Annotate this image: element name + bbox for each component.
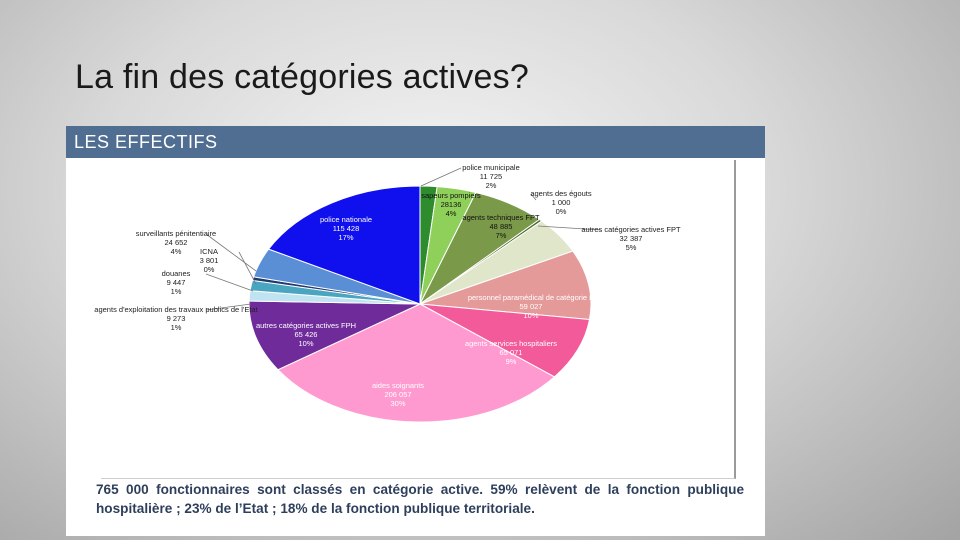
pie-slice-13 bbox=[267, 185, 421, 305]
slice-label-2: agents techniques FPT 48 885 7% bbox=[462, 213, 540, 240]
slice-label-3: agents des égouts 1 000 0% bbox=[530, 189, 592, 216]
pie-slice-8 bbox=[248, 300, 421, 371]
slice-label-10: douanes 9 447 1% bbox=[162, 269, 191, 296]
slice-label-1: sapeurs pompiers 28136 4% bbox=[421, 191, 481, 218]
chart-frame bbox=[101, 160, 736, 479]
pie-chart: police municipale 11 725 2%sapeurs pompier… bbox=[94, 163, 681, 423]
pie-slice-6 bbox=[419, 303, 591, 378]
slice-label-6: agents services hospitaliers 65 071 9% bbox=[465, 339, 557, 366]
slice-label-4: autres catégories actives FPT 32 387 5% bbox=[581, 225, 681, 252]
leader-line-9 bbox=[205, 303, 252, 311]
slice-label-8: autres catégories actives FPH 65 426 10% bbox=[256, 321, 356, 348]
leader-line-3 bbox=[530, 193, 537, 201]
pie-slice-7 bbox=[277, 303, 556, 423]
leader-line-11 bbox=[238, 251, 257, 285]
chart-panel: LES EFFECTIFS police municipale 11 725 2% s… bbox=[66, 126, 765, 536]
leader-line-12 bbox=[205, 233, 257, 272]
slice-label-11: ICNA 3 801 0% bbox=[200, 247, 219, 274]
leader-line-0 bbox=[420, 167, 462, 187]
slice-label-12: surveillants pénitentiaire 24 652 4% bbox=[136, 229, 216, 256]
slice-label-5: personnel paramédical de catégorie B 59 0… bbox=[468, 293, 594, 320]
slice-label-9: agents d'exploitation des travaux public… bbox=[94, 305, 258, 332]
chart-caption: 765 000 fonctionnaires sont classés en c… bbox=[96, 482, 744, 516]
leader-line-10 bbox=[205, 273, 254, 292]
slice-label-13: police nationale 115 428 17% bbox=[320, 215, 372, 242]
slice-label-7: aides soignants 206 057 30% bbox=[372, 381, 424, 408]
pie-slice-5 bbox=[419, 250, 592, 321]
panel-header-label: LES EFFECTIFS bbox=[74, 132, 218, 152]
slide-title: La fin des catégories actives? bbox=[75, 58, 529, 96]
leader-line-4 bbox=[537, 225, 602, 231]
panel-header: LES EFFECTIFS bbox=[66, 126, 765, 158]
slice-label-0: police municipale 11 725 2% bbox=[462, 163, 520, 190]
